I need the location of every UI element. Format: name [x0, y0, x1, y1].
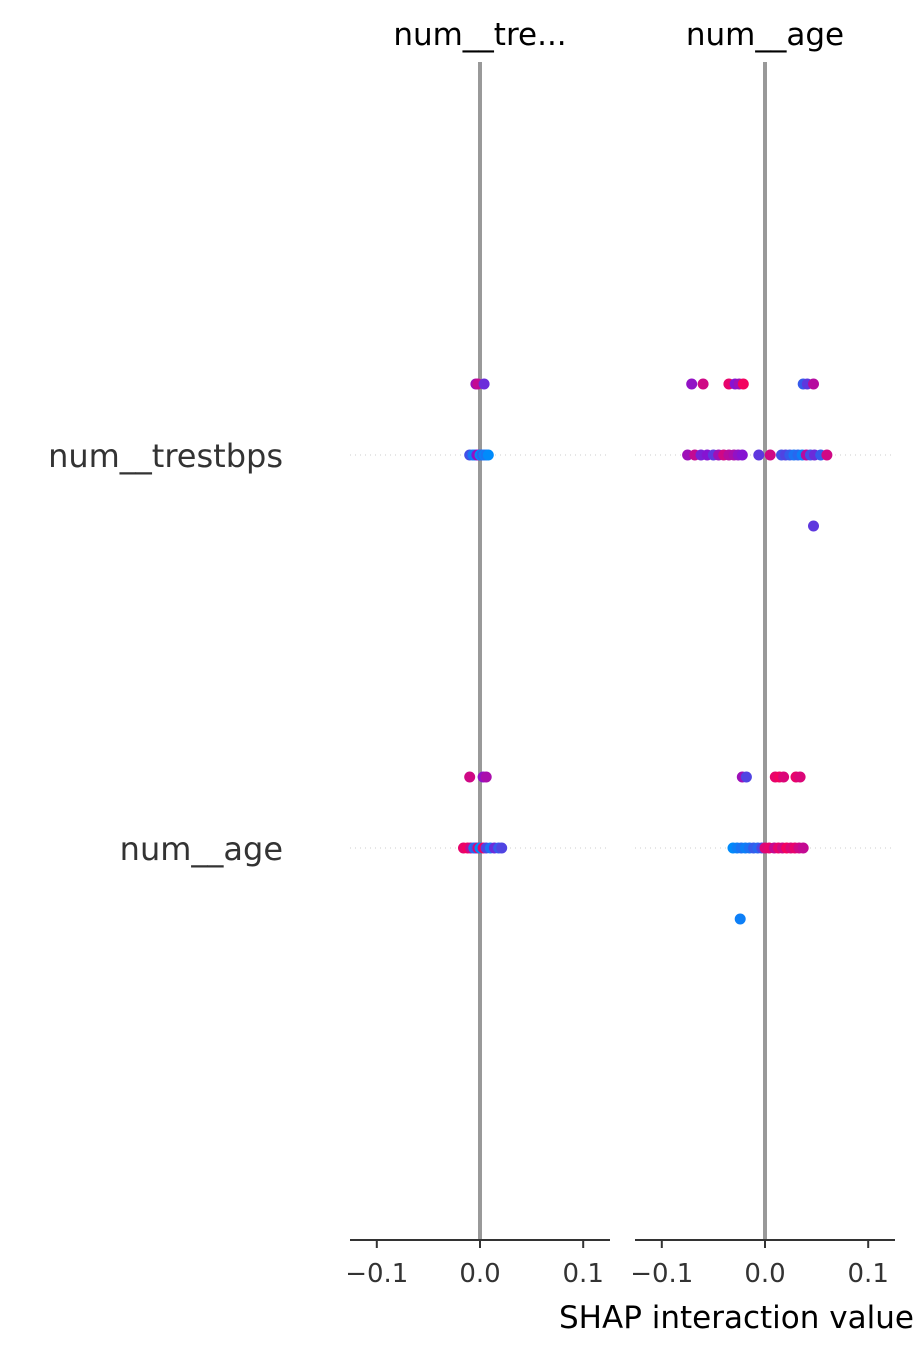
shap-point-age-35: [740, 771, 752, 783]
shap-point-trestbps-28: [496, 842, 508, 854]
x-axis-label: SHAP interaction value: [559, 1300, 914, 1336]
shap-point-age-40: [794, 771, 806, 783]
row-labels: num__trestbps num__age: [48, 437, 283, 868]
shap-point-trestbps-12: [482, 449, 494, 461]
shap-point-age-19: [736, 449, 748, 461]
x-tick-label-age-2: 0.1: [848, 1259, 889, 1289]
shap-point-age-59: [734, 913, 746, 925]
shap-point-age-33: [808, 520, 819, 532]
shap-point-age-0: [686, 378, 698, 390]
x-tick-label-trestbps-2: 0.1: [563, 1259, 604, 1289]
shap-point-trestbps-2: [478, 378, 490, 390]
shap-point-trestbps-15: [480, 771, 492, 783]
shap-point-age-58: [797, 842, 809, 854]
x-tick-label-trestbps-0: −0.1: [345, 1259, 408, 1289]
shap-point-age-32: [821, 449, 833, 461]
x-tick-label-age-1: 0.0: [744, 1259, 785, 1289]
panel-title-age: num__age: [686, 17, 844, 53]
panel-age: num__age −0.1 0.0 0.1: [630, 17, 895, 1289]
panel-trestbps: num__tre... −0.1 0.0 0.1: [345, 17, 610, 1289]
panel-title-trestbps: num__tre...: [393, 17, 566, 53]
shap-point-age-5: [737, 378, 749, 390]
shap-point-age-21: [764, 449, 776, 461]
row-label-trestbps: num__trestbps: [48, 437, 283, 475]
shap-point-age-38: [778, 771, 790, 783]
x-tick-label-age-0: −0.1: [630, 1259, 693, 1289]
shap-point-trestbps-13: [464, 771, 476, 783]
shap-point-age-1: [697, 378, 709, 390]
shap-point-age-8: [808, 378, 819, 390]
x-tick-label-trestbps-1: 0.0: [459, 1259, 500, 1289]
row-label-age: num__age: [120, 830, 283, 868]
shap-point-age-20: [753, 449, 765, 461]
